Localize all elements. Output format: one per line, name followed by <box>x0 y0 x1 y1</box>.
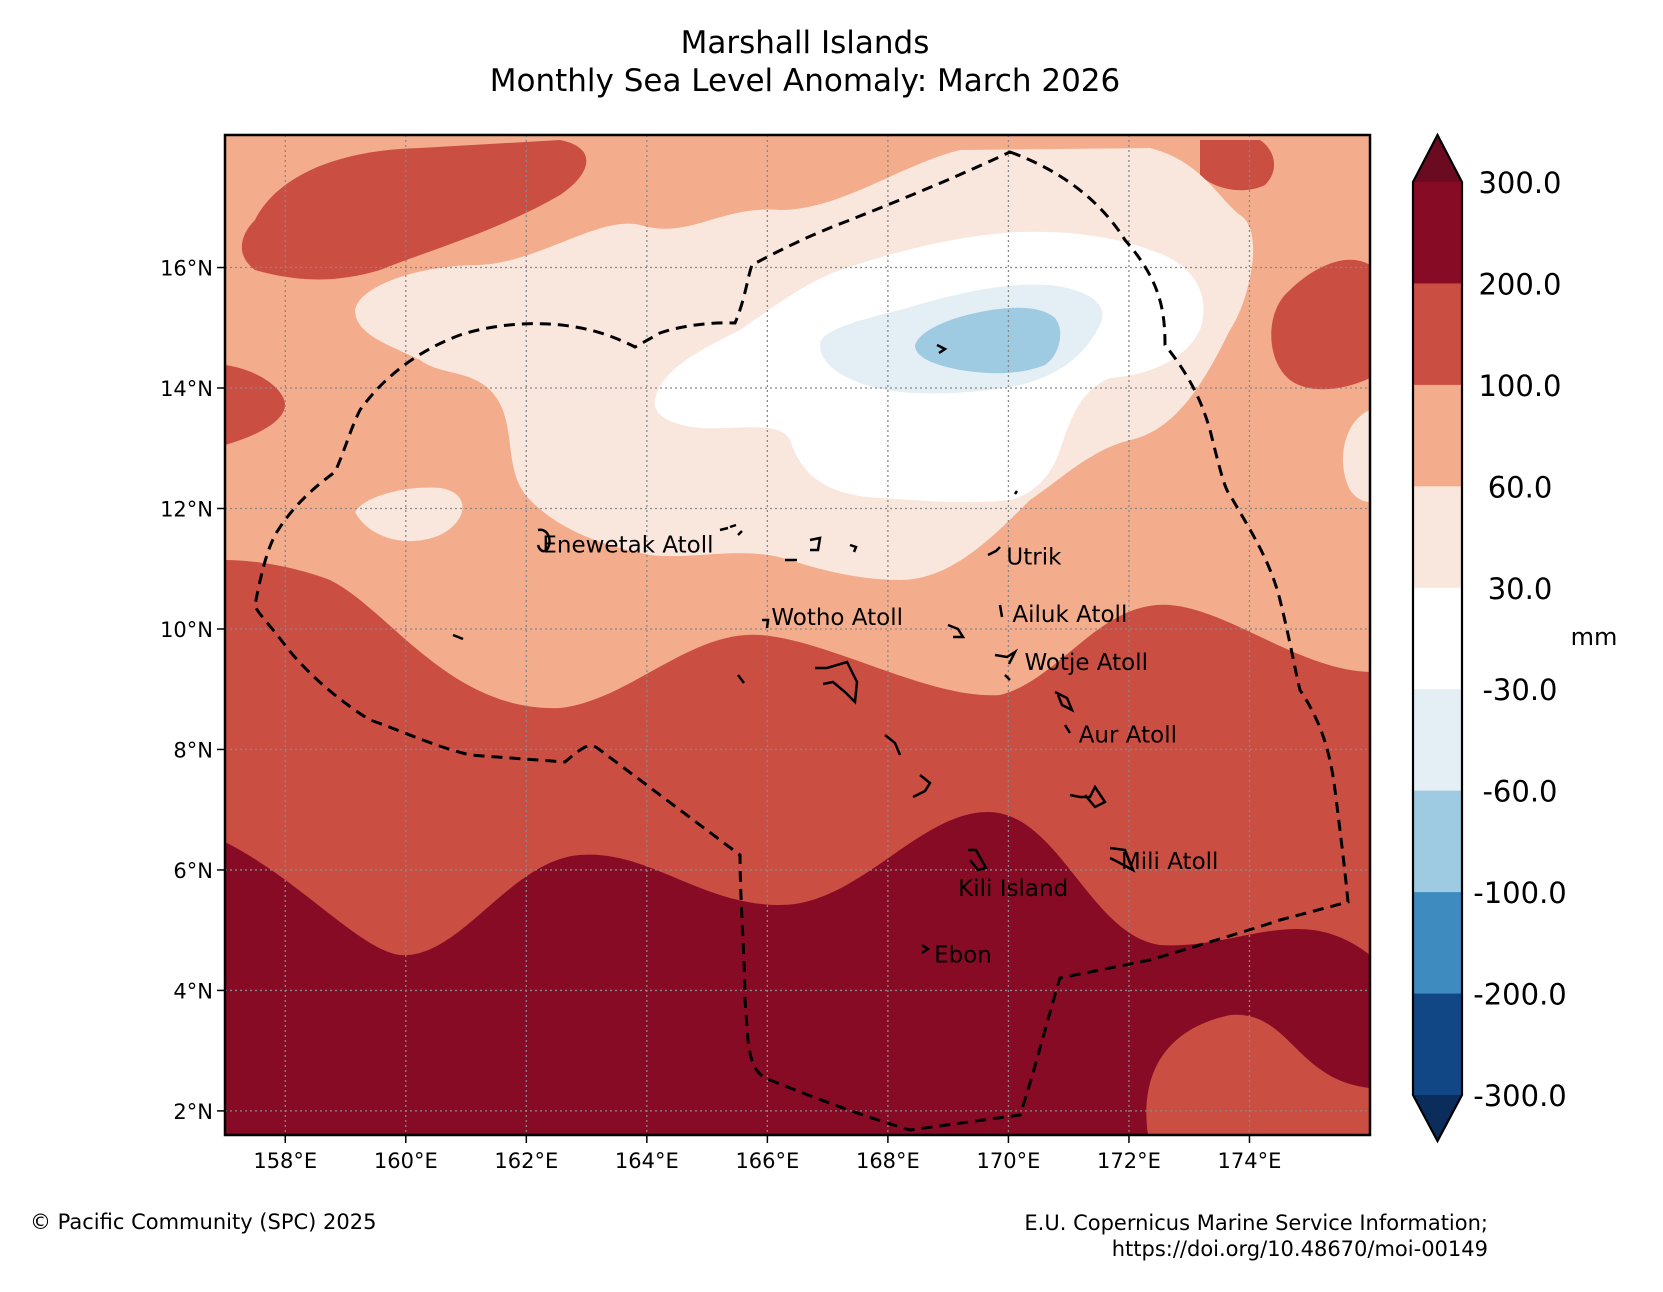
island-jaluit <box>912 774 932 799</box>
island-likiep <box>947 623 966 639</box>
gridlines <box>225 135 1370 1135</box>
island-ailuk <box>998 604 1004 618</box>
island-lae <box>737 674 745 684</box>
island-bikar <box>1013 490 1019 495</box>
lon-tick-label: 162°E <box>494 1149 558 1173</box>
contour-neg100-neg60 <box>915 307 1061 374</box>
colorbar-level-label: -60.0 <box>1482 775 1557 809</box>
colorbar-band <box>1413 486 1462 589</box>
anomaly-contours <box>225 135 1370 1135</box>
copyright-credit: © Pacific Community (SPC) 2025 <box>30 1210 377 1234</box>
axes: 158°E 160°E 162°E 164°E 166°E 168°E 170°E 172°E… <box>160 257 1281 1173</box>
place-label: Wotho Atoll <box>771 605 903 631</box>
colorbar-level-label: 30.0 <box>1488 572 1553 606</box>
island-bokak <box>936 343 948 355</box>
island-namu <box>884 734 902 756</box>
place-label: Ebon <box>934 942 992 968</box>
contour-100-200-ne <box>1200 140 1275 191</box>
place-label: Mili Atoll <box>1121 849 1219 875</box>
colorbar-extend-top <box>1413 135 1462 182</box>
lat-tick-label: 16°N <box>160 257 213 281</box>
island-aur <box>1063 724 1072 734</box>
island-kwajalein <box>815 660 859 705</box>
island-bikini <box>719 523 743 536</box>
island-mili <box>1109 846 1136 873</box>
colorbar-level-label: 300.0 <box>1478 166 1561 200</box>
colorbar-level-label: 60.0 <box>1488 470 1553 504</box>
lon-tick-label: 166°E <box>735 1149 799 1173</box>
colorbar-level-label: -300.0 <box>1473 1079 1567 1113</box>
plot-frame <box>223 133 1372 1137</box>
colorbar-outline <box>1411 132 1464 1144</box>
lat-tick-label: 2°N <box>173 1100 213 1124</box>
lon-tick-label: 170°E <box>976 1149 1040 1173</box>
colorbar-band <box>1413 689 1462 792</box>
lon-tick-label: 164°E <box>615 1149 679 1173</box>
lon-tick-label: 172°E <box>1097 1149 1161 1173</box>
colorbar-level-label: 200.0 <box>1478 267 1561 301</box>
colorbar-level-label: -100.0 <box>1473 876 1567 910</box>
lon-tick-label: 174°E <box>1218 1149 1282 1173</box>
colorbar: 300.0 200.0 100.0 60.0 30.0 -30.0 -60.0 -100.0 -… <box>1411 132 1618 1144</box>
data-source-line2: https://doi.org/10.48670/moi-00149 <box>1111 1237 1488 1262</box>
island-utrik <box>987 546 1001 557</box>
colorbar-level-label: 100.0 <box>1478 369 1561 403</box>
island-ailinginae <box>849 543 858 553</box>
lat-tick-label: 10°N <box>160 618 213 642</box>
colorbar-level-label: -200.0 <box>1473 978 1567 1012</box>
colorbar-extend-bottom <box>1413 1095 1462 1141</box>
island-rongelap <box>785 536 822 562</box>
eez-boundary <box>253 150 1350 1132</box>
colorbar-band <box>1413 892 1462 995</box>
island-ujae <box>452 633 464 641</box>
map-subtitle: Monthly Sea Level Anomaly: March 2026 <box>489 63 1121 99</box>
lon-tick-label: 168°E <box>856 1149 920 1173</box>
place-label: Wotje Atoll <box>1024 650 1148 676</box>
lat-tick-label: 6°N <box>173 859 213 883</box>
lon-tick-label: 158°E <box>253 1149 317 1173</box>
colorbar-band <box>1413 993 1462 1096</box>
colorbar-level-label: -30.0 <box>1482 673 1557 707</box>
contour-200-300 <box>225 811 1370 1135</box>
colorbar-band <box>1413 182 1462 284</box>
place-label: Kili Island <box>958 876 1068 902</box>
map-title: Marshall Islands <box>680 25 930 61</box>
colorbar-band <box>1413 384 1462 487</box>
colorbar-band <box>1413 587 1462 690</box>
place-label: Utrik <box>1006 545 1062 571</box>
island-outlines <box>452 343 1136 955</box>
lat-tick-label: 14°N <box>160 377 213 401</box>
lon-tick-label: 160°E <box>374 1149 438 1173</box>
lat-tick-label: 12°N <box>160 497 213 521</box>
contour-30-60-w <box>355 487 463 542</box>
place-label: Aur Atoll <box>1079 722 1177 748</box>
colorbar-unit-label: mm <box>1571 623 1618 651</box>
contour-100-200-south <box>1146 1014 1370 1135</box>
colorbar-band <box>1413 283 1462 386</box>
island-wotho <box>762 618 770 629</box>
island-ebon <box>921 943 931 955</box>
contour-100-200-w <box>225 365 285 445</box>
colorbar-band <box>1413 790 1462 893</box>
island-majuro <box>1069 784 1107 809</box>
island-kili <box>968 848 988 872</box>
place-label: Enewetak Atoll <box>542 533 713 559</box>
island-wotje <box>994 648 1019 681</box>
island-enewetak <box>536 528 551 553</box>
place-label: Ailuk Atoll <box>1012 602 1127 628</box>
data-source-line1: E.U. Copernicus Marine Service Informati… <box>1024 1211 1488 1235</box>
place-labels: Enewetak Atoll Utrik Wotho Atoll Ailuk Atol… <box>542 533 1218 969</box>
lat-tick-label: 4°N <box>173 979 213 1003</box>
contour-100-200-nw <box>241 140 587 280</box>
lat-tick-label: 8°N <box>173 738 213 762</box>
data-source-credit: E.U. Copernicus Marine Service Informati… <box>1024 1210 1488 1263</box>
contour-100-200-e <box>1271 259 1370 390</box>
island-maloelap <box>1054 690 1075 713</box>
contour-30-60-e <box>1342 410 1370 502</box>
